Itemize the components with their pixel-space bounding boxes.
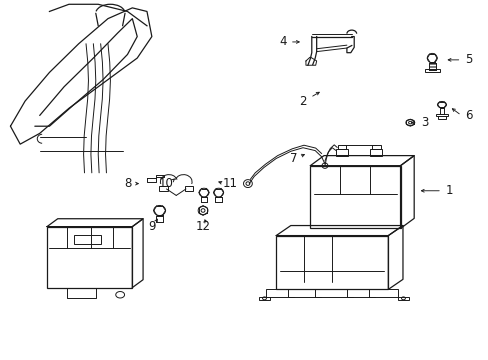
Bar [310,166,400,228]
Text: 11: 11 [222,177,237,190]
Bar [74,235,101,244]
Bar [337,145,346,149]
Bar [424,69,439,72]
Bar [335,149,347,156]
Text: 10: 10 [159,177,174,190]
Bar [159,186,167,191]
Bar [397,297,408,300]
Bar [369,149,382,156]
Text: 8: 8 [123,177,131,190]
Bar [184,186,193,191]
Bar [266,289,397,297]
Text: 9: 9 [148,220,155,233]
Text: 1: 1 [445,184,452,197]
Text: 5: 5 [464,53,471,66]
Text: 7: 7 [289,152,296,165]
Bar [276,235,387,289]
Bar [47,226,132,288]
Text: 3: 3 [420,116,427,129]
Text: 2: 2 [299,95,306,108]
Bar [437,116,445,119]
Text: 4: 4 [279,35,286,49]
Bar [259,297,269,300]
Bar [435,114,447,116]
Text: 6: 6 [464,109,471,122]
Text: 12: 12 [195,220,210,233]
Bar [371,145,380,149]
